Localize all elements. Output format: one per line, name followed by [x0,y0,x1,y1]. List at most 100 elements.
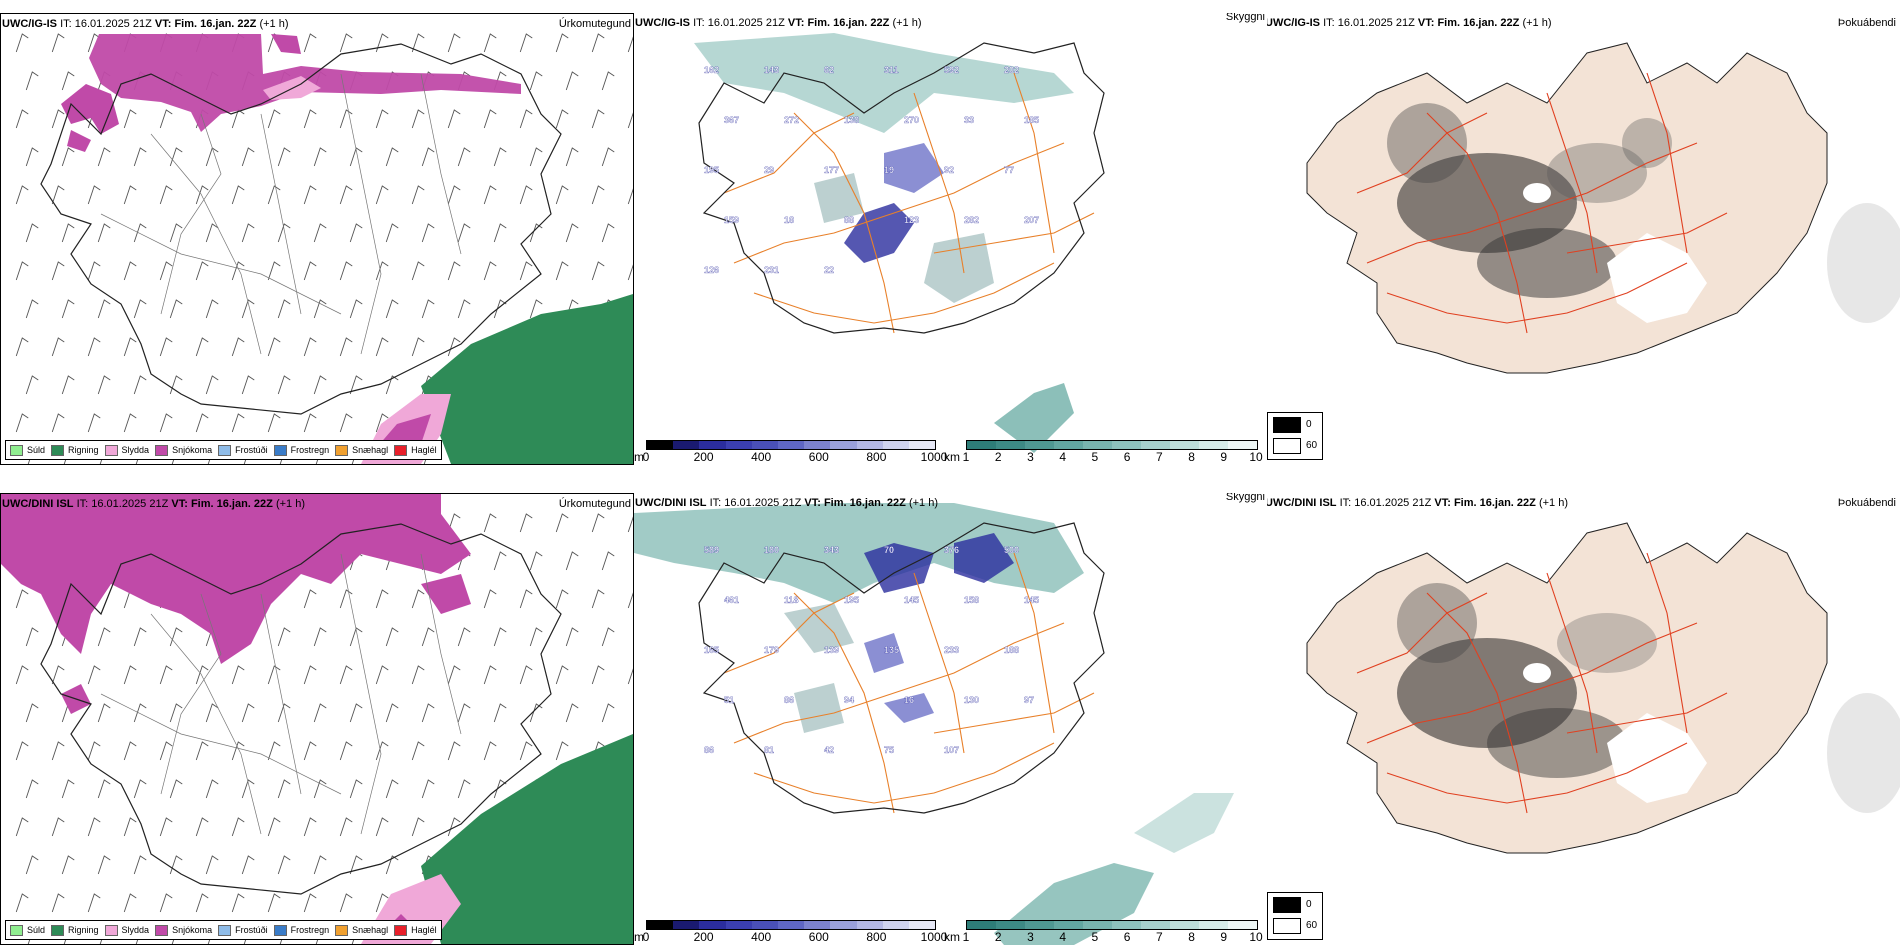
river [160,593,222,795]
colorbar-tick: 4 [1059,450,1066,464]
legend-label: Rigning [68,445,99,455]
legend-item: Rigning [51,444,99,456]
wind-barb [313,223,327,243]
wind-barb [627,112,633,129]
colorbar-tick: 10 [1249,930,1263,944]
issue-time: 16.01.2025 21Z [1354,497,1432,509]
wind-barb [169,627,183,647]
wind-barb [267,261,281,281]
wind-barb [457,703,471,723]
it-label: IT: [60,18,72,30]
river [100,213,342,315]
cloudbase-value-label: 123 [904,215,919,225]
wind-barb [123,109,137,129]
cloudbase-value-label: 231 [764,265,779,275]
it-label: IT: [693,17,705,29]
wind-barb [277,703,291,723]
wind-barb [555,185,569,205]
wind-barb [555,513,569,533]
legend-label: Frostregn [290,925,330,935]
wind-barb [627,188,633,205]
legend-swatch [10,924,23,936]
wind-barb [483,109,497,129]
wind-barb [601,551,615,571]
map-header: UWC/IG-IS IT: 16.01.2025 21Z VT: Fim. 16… [1267,17,1551,29]
road [1356,592,1488,674]
wind-barb [313,779,327,799]
issue-time: 16.01.2025 21Z [724,497,802,509]
colorbar-tick: 1000 [920,450,948,464]
fog-index-map-dini: UWC/DINI ISL IT: 16.01.2025 21Z VT: Fim.… [1267,493,1900,945]
wind-barb [25,703,39,723]
map-header: UWC/DINI ISL IT: 16.01.2025 21Z VT: Fim.… [2,498,305,510]
fog-legend: 0 60 [1267,412,1323,460]
wind-barb [277,375,291,395]
cloudbase-value-label: 139 [824,645,839,655]
wind-barb [457,299,471,319]
legend-item: Slydda [104,924,149,936]
wind-barb [591,513,605,533]
map-title: Úrkomutegund [558,18,631,30]
wind-barb [339,741,353,761]
cloudbase-value-label: 86 [704,745,714,755]
road [913,92,965,274]
wind-barb [97,223,111,243]
wind-barb [15,185,29,205]
colorbar-tick: 800 [866,450,887,464]
wind-barb [339,817,353,837]
wind-barb [385,703,399,723]
wind-barb [303,893,317,913]
cloudbase-value-label: 185 [1024,115,1039,125]
cloudbase-value-label: 18 [784,215,794,225]
wind-barb [375,817,389,837]
legend-label: Súld [27,445,46,455]
wind-barb [313,147,327,167]
wind-barb [15,665,29,685]
wind-barb [313,703,327,723]
wind-barb [123,741,137,761]
road [933,692,1095,734]
fog-index-map-igis: UWC/IG-IS IT: 16.01.2025 21Z VT: Fim. 16… [1267,13,1900,465]
fog-patches [1387,103,1900,323]
wind-barb [159,337,173,357]
cloudbase-value-label: 270 [904,115,919,125]
cloudbase-value-label: 376 [944,545,959,555]
wind-barb [385,779,399,799]
wind-barb [555,589,569,609]
wind-barb [303,413,317,433]
it-label: IT: [709,497,722,509]
wind-barb [133,703,147,723]
wind-barb [133,627,147,647]
wind-barb [519,665,533,685]
wind-barb [385,855,399,875]
wind-barb [483,589,497,609]
wind-barb [375,741,389,761]
wind-barb [483,665,497,685]
cloudbase-value-label: 138 [844,115,859,125]
iceland-coastline [40,523,562,895]
precip-type-map-igis: UWC/IG-IS IT: 16.01.2025 21Z VT: Fim. 16… [0,13,634,465]
snow-area [61,84,119,134]
wind-barb [133,779,147,799]
model-name: UWC/DINI ISL [635,497,707,509]
wind-barb [277,855,291,875]
wind-barb [195,337,209,357]
legend-item: Súld [10,444,46,456]
wind-barb [277,627,291,647]
wind-barb [205,375,219,395]
visibility-colorbar: km 1 2 3 4 5 6 7 8 9 10 [944,916,1263,945]
wind-barb [529,71,543,91]
vt-label: VT: [171,498,188,510]
wind-barb [375,109,389,129]
wind-barb [411,261,425,281]
wind-barb [133,147,147,167]
model-name: UWC/IG-IS [635,17,690,29]
wind-barb [61,71,75,91]
wind-barb [87,413,101,433]
colorbar-tick: 6 [1123,930,1131,944]
colorbar-tick: 400 [751,930,772,944]
wind-barb [51,741,65,761]
model-name: UWC/IG-IS [1267,17,1320,29]
wind-barb [51,337,65,357]
wind-barb [483,741,497,761]
